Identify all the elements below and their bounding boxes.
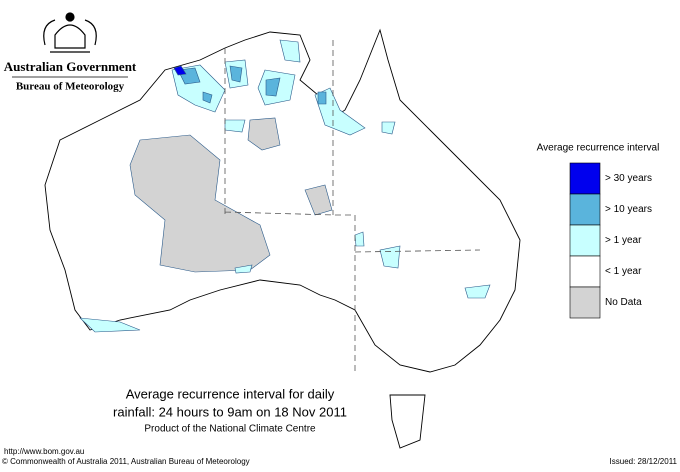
legend-label: No Data [605, 297, 642, 308]
region-over-1-year [234, 264, 253, 274]
legend-swatch [569, 193, 601, 226]
map [44, 28, 521, 449]
legend-swatch [569, 286, 601, 319]
mainland [44, 28, 521, 373]
state-border [224, 40, 481, 372]
government-name: Australian Government [4, 59, 137, 74]
no-data-region [304, 184, 333, 216]
map-title: Average recurrence interval for daily [126, 386, 335, 401]
region-over-1-year [354, 231, 365, 247]
legend-swatch [569, 162, 601, 195]
region-over-10-years [202, 91, 213, 104]
legend-label: > 10 years [605, 204, 652, 215]
legend-label: > 1 year [605, 235, 642, 246]
agency-name: Bureau of Meteorology [16, 81, 125, 93]
legend-swatch [569, 255, 601, 288]
footer-copyright: © Commonwealth of Australia 2011, Austra… [2, 457, 250, 466]
region-over-1-year [464, 284, 491, 299]
tasmania [389, 394, 426, 449]
map-title: rainfall: 24 hours to 9am on 18 Nov 2011 [113, 404, 347, 419]
legend-label: < 1 year [605, 266, 642, 277]
legend-label: > 30 years [605, 173, 652, 184]
region-over-1-year [381, 121, 396, 135]
region-over-10-years [317, 91, 327, 105]
region-over-1-year [279, 39, 301, 63]
region-over-1-year [79, 317, 141, 333]
no-data-region [247, 117, 281, 151]
region-over-10-years [229, 65, 243, 83]
map-subtitle: Product of the National Climate Centre [144, 424, 316, 435]
footer-issued: Issued: 28/12/2011 [610, 457, 678, 466]
legend: > 30 years > 10 years > 1 year < 1 year No D… [569, 162, 652, 319]
legend-swatch [569, 224, 601, 257]
legend-title: Average recurrence interval [537, 143, 660, 154]
crest [43, 12, 97, 53]
footer-url: http://www.bom.gov.au [4, 447, 84, 456]
region-over-1-year [224, 119, 246, 133]
region-over-30-years [173, 65, 187, 76]
region-over-1-year [314, 87, 366, 136]
region-over-10-years [265, 77, 281, 97]
